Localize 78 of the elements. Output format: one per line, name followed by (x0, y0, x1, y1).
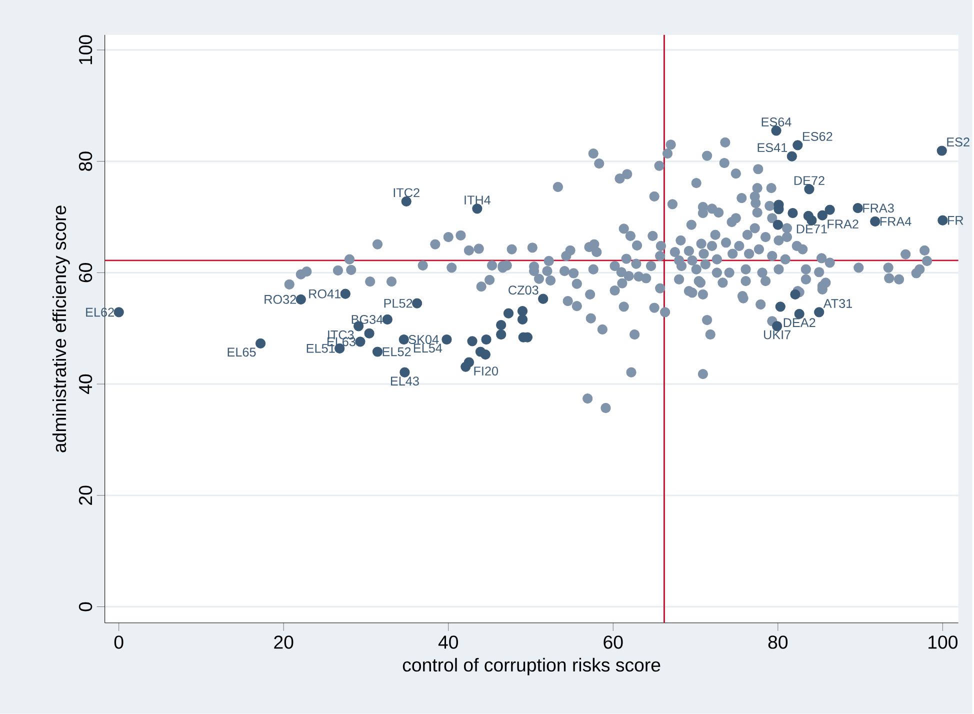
point (788, 208, 798, 218)
annotation: FI20 (474, 366, 498, 376)
point (803, 210, 814, 222)
point (503, 308, 514, 319)
y-tick-label: 0 (78, 602, 92, 612)
point (480, 350, 490, 360)
point (496, 330, 506, 340)
point (517, 314, 528, 325)
point (938, 215, 948, 226)
annotation: RO41 (309, 289, 340, 298)
point (824, 204, 835, 215)
annotation: ES62 (802, 132, 832, 142)
annotation: SK04 (408, 335, 439, 344)
annotation: ES64 (762, 118, 792, 127)
point (372, 346, 383, 357)
x-tick-label: 60 (604, 636, 623, 649)
point (814, 307, 824, 318)
y-tick-label: 80 (78, 152, 92, 171)
y-tick-label: 20 (78, 486, 92, 505)
x-axis-title: control of corruption risks score (402, 658, 660, 676)
point (804, 184, 814, 194)
point (296, 294, 306, 305)
point (538, 294, 548, 304)
point (398, 334, 409, 345)
point (412, 298, 422, 308)
annotation: FRA4 (880, 217, 912, 226)
point (442, 334, 452, 345)
annotation: ES2 (947, 138, 970, 147)
annotation: ITC2 (394, 188, 420, 198)
annotation: RO32 (264, 295, 296, 304)
y-tick-label: 60 (78, 263, 92, 282)
point (790, 289, 800, 300)
annotation: AT31 (823, 299, 852, 308)
annotation: ES41 (758, 143, 788, 152)
annotation: DEA2 (784, 318, 816, 328)
point (114, 307, 124, 318)
point (460, 362, 471, 372)
point (792, 140, 803, 150)
annotation: FRA3 (863, 204, 894, 213)
point (382, 314, 392, 325)
x-tick-label: 0 (114, 636, 124, 649)
point (936, 146, 947, 156)
point (775, 302, 786, 312)
point (355, 336, 366, 347)
point (467, 336, 478, 346)
annotation: FR (948, 216, 964, 225)
annotation: ITH4 (464, 196, 491, 205)
x-tick-label: 100 (928, 636, 958, 649)
annotation: DE71 (796, 224, 827, 234)
point (772, 220, 783, 230)
annotation: DE72 (794, 176, 824, 186)
y-tick-label: 100 (78, 35, 92, 64)
y-tick-label: 40 (78, 374, 92, 394)
x-tick-label: 80 (768, 636, 788, 649)
point (870, 216, 880, 227)
point (852, 203, 863, 214)
x-tick-label: 40 (438, 636, 458, 649)
annotation: EL54 (414, 344, 442, 353)
point (364, 328, 374, 339)
point (255, 338, 266, 349)
point (517, 306, 528, 316)
point (481, 334, 492, 345)
point (472, 204, 482, 214)
point (340, 288, 350, 300)
annotation: PL52 (384, 298, 412, 308)
annotation: EL43 (390, 376, 419, 386)
point (817, 210, 828, 221)
point (786, 151, 797, 162)
point (496, 320, 506, 330)
annotation: EL65 (228, 348, 256, 357)
x-tick-label: 20 (274, 636, 294, 649)
annotation: FRA2 (828, 220, 858, 229)
annotation: EL51 (306, 344, 335, 353)
annotation: CZ03 (508, 286, 538, 295)
point (771, 126, 782, 136)
y-axis-title: administrative efficiency score (52, 206, 70, 452)
annotation: EL52 (382, 347, 411, 356)
annotation: UKI7 (764, 330, 791, 340)
